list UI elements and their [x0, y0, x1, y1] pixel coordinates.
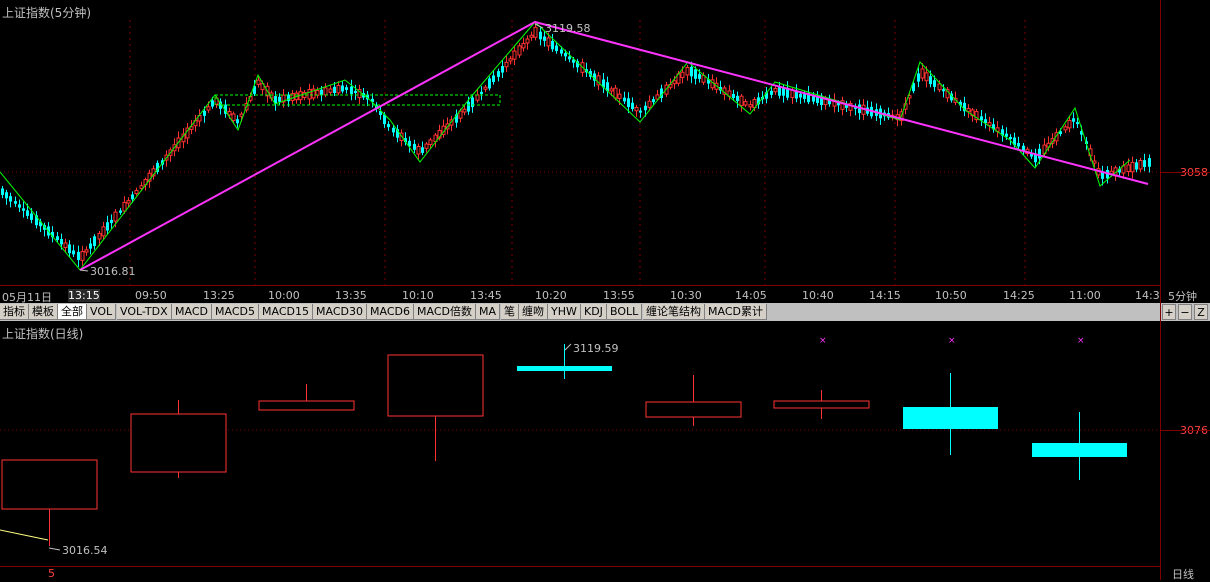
upper-panel-title: 上证指数(5分钟)	[2, 6, 91, 20]
zhongshu-box	[214, 94, 501, 106]
bottom-day-label: 5	[48, 567, 55, 580]
time-label: 10:10	[402, 289, 434, 302]
time-label: 13:25	[203, 289, 235, 302]
tab-YHW[interactable]: YHW	[548, 304, 581, 320]
lower-tick-line	[1160, 430, 1210, 431]
daily-low-label: 3016.54	[62, 544, 108, 557]
tab-KDJ[interactable]: KDJ	[581, 304, 607, 320]
time-label: 13:55	[603, 289, 635, 302]
tab-MACD30[interactable]: MACD30	[313, 304, 367, 320]
time-label: 14:3	[1135, 289, 1160, 302]
low-price-label: 3016.81	[90, 265, 136, 278]
time-label: 05月11日	[2, 291, 52, 304]
bottom-axis	[0, 566, 1160, 581]
daily-chart[interactable]: × × × 3119.59 3016.54	[0, 322, 1160, 566]
tab-MA[interactable]: MA	[476, 304, 501, 320]
bi-lines	[0, 21, 1131, 271]
z-button[interactable]: Z	[1194, 304, 1208, 320]
zoom-in-button[interactable]: +	[1162, 304, 1176, 320]
tab-BOLL[interactable]: BOLL	[607, 304, 643, 320]
x-markers: × × ×	[819, 336, 1085, 346]
tab-全部[interactable]: 全部	[58, 304, 87, 320]
tab-缠论笔结构[interactable]: 缠论笔结构	[643, 304, 705, 320]
tab-MACD累计[interactable]: MACD累计	[705, 304, 767, 320]
time-axis: 05月11日 13:15 09:50 13:25 10:00 13:35 10:10 13:4…	[0, 285, 1160, 305]
time-label: 14:05	[735, 289, 767, 302]
svg-text:×: ×	[819, 336, 827, 346]
daily-period-label[interactable]: 日线	[1172, 568, 1194, 581]
right-axis-border	[1160, 0, 1161, 580]
period-label[interactable]: 5分钟	[1168, 290, 1197, 303]
zoom-out-button[interactable]: −	[1178, 304, 1192, 320]
tab-MACD5[interactable]: MACD5	[212, 304, 259, 320]
time-label: 13:15	[68, 289, 100, 302]
high-price-label: 3119.58	[545, 22, 591, 35]
time-label: 13:45	[470, 289, 502, 302]
tab-指标[interactable]: 指标	[0, 304, 29, 320]
tab-模板[interactable]: 模板	[29, 304, 58, 320]
time-label: 10:00	[268, 289, 300, 302]
tab-MACD[interactable]: MACD	[172, 304, 212, 320]
tab-笔[interactable]: 笔	[501, 304, 519, 320]
time-label: 10:50	[935, 289, 967, 302]
time-label: 10:20	[535, 289, 567, 302]
daily-high-label: 3119.59	[573, 342, 619, 355]
price-tick-line	[1160, 172, 1210, 173]
intraday-chart[interactable]: 3119.58 3016.81	[0, 0, 1160, 285]
time-label: 14:25	[1003, 289, 1035, 302]
svg-text:×: ×	[948, 336, 956, 346]
time-label: 10:30	[670, 289, 702, 302]
time-label: 13:35	[335, 289, 367, 302]
time-label: 11:00	[1069, 289, 1101, 302]
svg-text:×: ×	[1077, 336, 1085, 346]
time-label: 09:50	[135, 289, 167, 302]
tab-VOL-TDX[interactable]: VOL-TDX	[117, 304, 172, 320]
tab-MACD15[interactable]: MACD15	[259, 304, 313, 320]
tab-MACD倍数[interactable]: MACD倍数	[414, 304, 476, 320]
tab-VOL[interactable]: VOL	[87, 304, 117, 320]
ma-line	[0, 529, 49, 541]
daily-candles	[1, 344, 1127, 546]
tab-MACD6[interactable]: MACD6	[367, 304, 414, 320]
indicator-tab-bar: + − Z 指标 模板 全部 VOL VOL-TDX MACD MACD5 MACD15 MAC…	[0, 303, 1210, 321]
lower-panel-title: 上证指数(日线)	[2, 327, 84, 341]
time-label: 14:15	[869, 289, 901, 302]
time-label: 10:40	[802, 289, 834, 302]
tab-缠吻[interactable]: 缠吻	[519, 304, 548, 320]
upper-candles	[1, 21, 1151, 267]
trend-lines	[79, 20, 1149, 271]
